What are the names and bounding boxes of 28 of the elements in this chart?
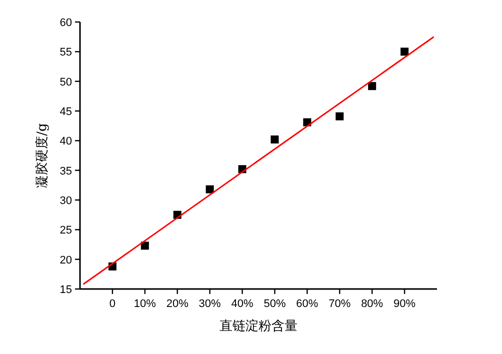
x-tick-label: 80% <box>361 298 384 310</box>
y-tick-label: 55 <box>60 46 72 59</box>
y-tick-label: 60 <box>60 17 72 29</box>
y-axis-title: 凝胶硬度/g <box>34 123 50 188</box>
x-tick-label: 60% <box>296 298 318 310</box>
x-tick-label: 30% <box>198 298 222 310</box>
point <box>270 135 279 144</box>
x-tick-label: 0 <box>109 298 116 310</box>
x-tick-label: 70% <box>328 298 351 310</box>
x-axis-title: 直链淀粉含量 <box>220 319 298 334</box>
x-tick-label: 20% <box>166 298 189 310</box>
x-tick-label: 40% <box>231 298 254 310</box>
point <box>368 82 376 90</box>
point <box>336 112 344 120</box>
point <box>206 185 214 194</box>
y-tick-label: 30 <box>60 195 72 207</box>
x-tick-label: 10% <box>134 298 156 310</box>
y-tick-label: 15 <box>60 284 72 296</box>
x-tick-label: 50% <box>264 298 286 310</box>
y-tick-label: 50 <box>60 76 72 88</box>
y-tick-label: 20 <box>60 254 72 266</box>
point <box>400 48 409 56</box>
y-tick-label: 45 <box>60 106 72 118</box>
x-tick-label: 90% <box>394 298 416 310</box>
point <box>140 242 149 250</box>
y-tick-label: 35 <box>60 165 72 178</box>
y-tick-label: 40 <box>60 136 72 148</box>
y-tick-label: 25 <box>60 224 72 237</box>
